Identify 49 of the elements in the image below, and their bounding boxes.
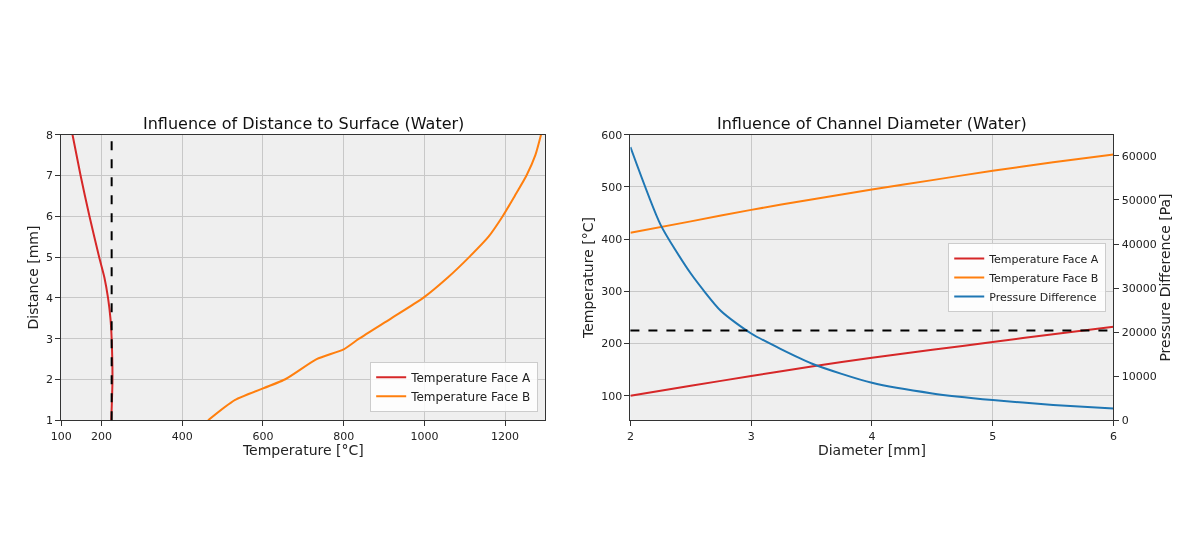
x-tick-label: 200 [91,429,113,443]
x-tick-label: 4 [868,429,876,443]
y-tick-label: 2 [46,373,54,387]
y-axis-title: Distance [mm] [24,225,41,330]
line-series [71,134,114,421]
legend-label: Temperature Face B [988,271,1099,285]
chart-title: Influence of Channel Diameter (Water) [717,114,1027,133]
x-tick-label: 6 [1109,429,1117,443]
y-axis-title: Temperature [°C] [579,217,596,339]
y-tick-label: 7 [46,169,54,183]
x-tick-label: 1200 [491,429,520,443]
line-series [630,153,1114,234]
y2-tick-label: 0 [1121,414,1129,428]
x-tick-label: 400 [171,429,193,443]
x-tick-label: 600 [252,429,274,443]
x-axis-title: Diameter [mm] [817,442,926,459]
y2-tick-label: 10000 [1121,370,1157,384]
y2-axis-title: Pressure Difference [Pa] [1156,193,1173,362]
y-tick-label: 3 [46,332,54,346]
line-series [207,134,543,421]
x-tick-label: 3 [747,429,755,443]
y-tick-label: 8 [46,128,54,142]
y-tick-label: 1 [46,414,54,428]
y2-tick-label: 50000 [1121,193,1157,207]
legend-label: Temperature Face A [988,252,1099,266]
y2-tick-label: 20000 [1121,326,1157,339]
y2-tick-label: 30000 [1121,281,1157,295]
x-tick-label: 1000 [410,429,439,443]
y-tick-label: 500 [601,180,623,194]
y-tick-label: 100 [601,389,623,403]
y-tick-label: 200 [601,337,623,351]
chart-title: Influence of Distance to Surface (Water) [143,114,465,133]
legend-label: Temperature Face B [410,389,531,404]
line-series [630,146,1114,410]
y-tick-label: 400 [601,232,623,246]
y-tick-label: 600 [601,128,623,142]
legend-label: Pressure Difference [989,290,1097,304]
legend-label: Temperature Face A [410,370,531,385]
x-tick-label: 5 [989,429,997,443]
y-tick-label: 4 [46,291,54,305]
y-tick-label: 5 [46,250,54,264]
y-tick-label: 300 [601,285,623,299]
x-tick-label: 800 [333,429,355,443]
line-series [630,325,1114,397]
y2-tick-label: 60000 [1121,149,1157,163]
x-tick-label: 2 [626,429,634,443]
y-tick-label: 6 [46,210,54,224]
x-axis-title: Temperature [°C] [241,442,364,459]
y2-tick-label: 40000 [1121,237,1157,251]
